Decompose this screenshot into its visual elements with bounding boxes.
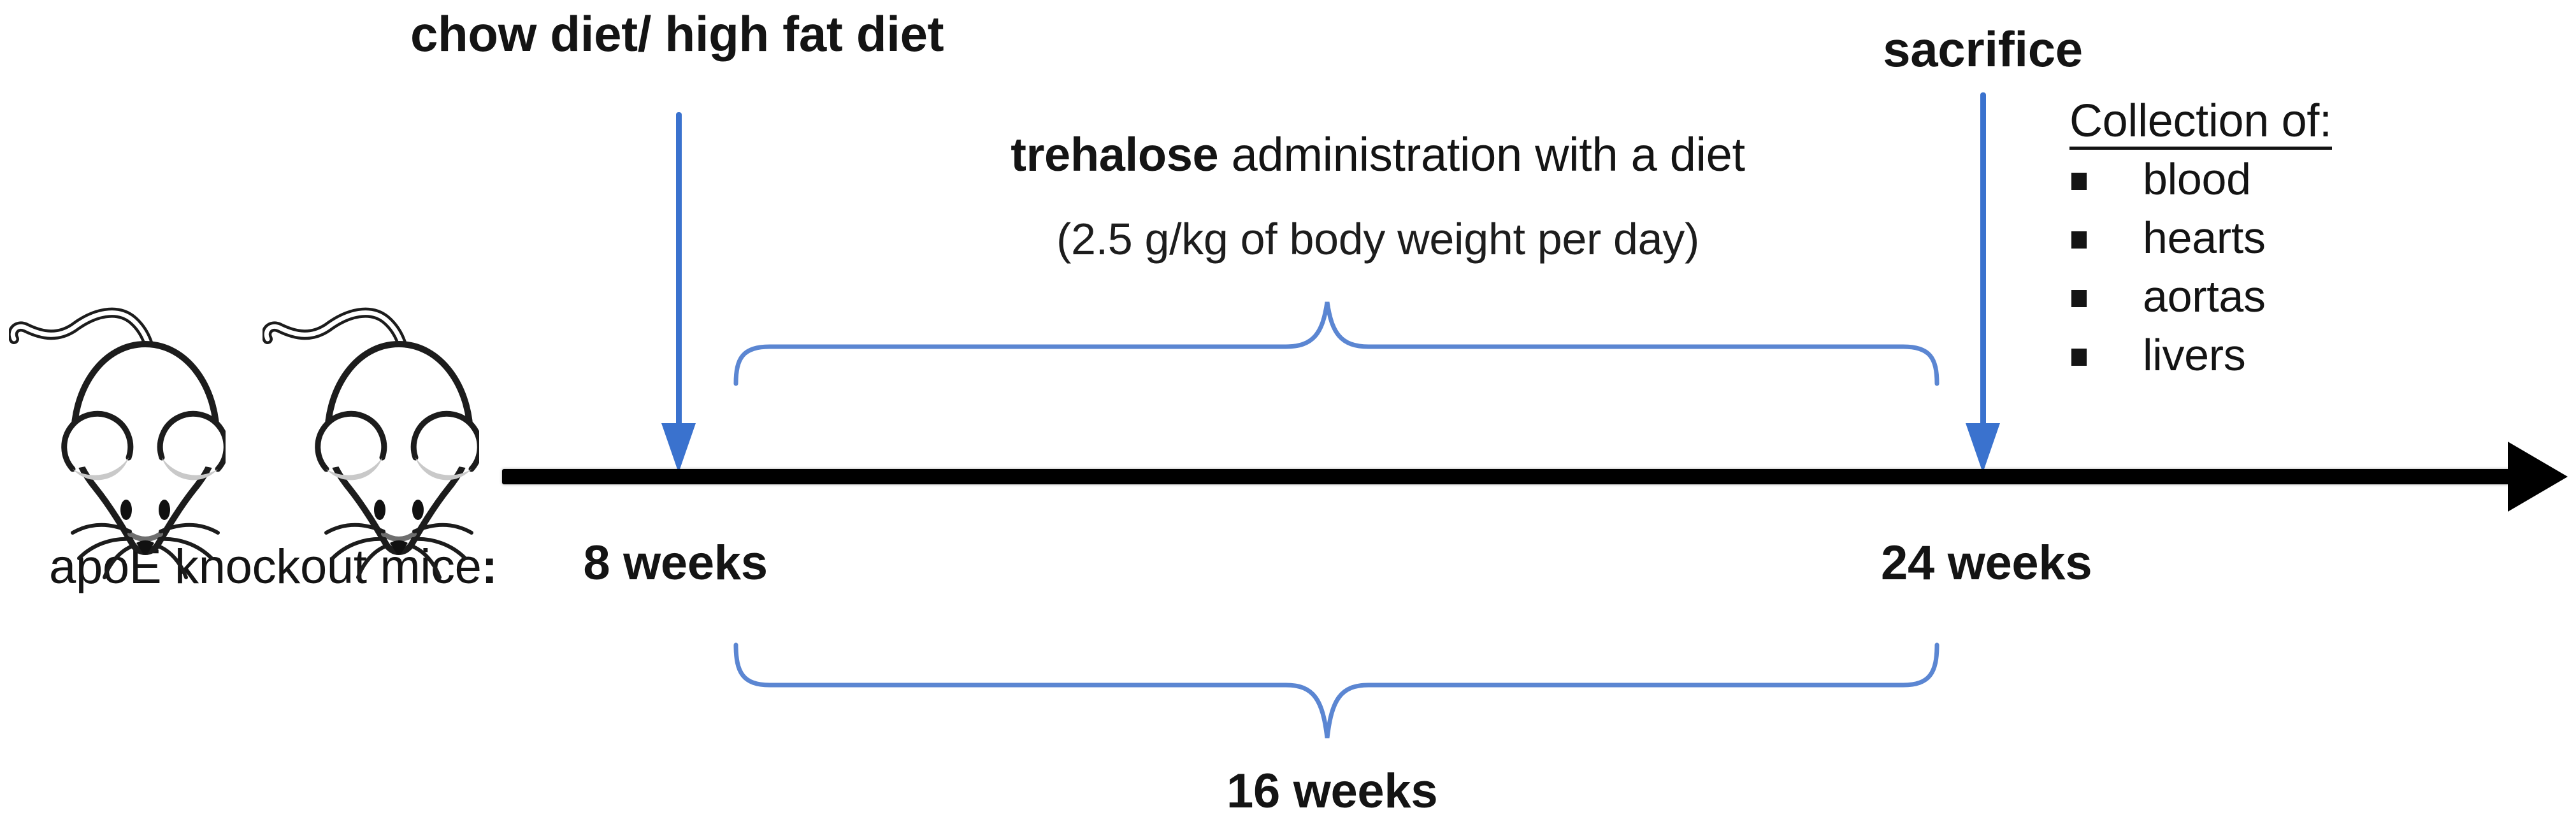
treatment-description: administration with a diet: [1218, 128, 1745, 181]
timeline-arrow-icon: [2508, 442, 2568, 512]
collection-item-label: blood: [2143, 154, 2251, 204]
collection-title: Collection of:: [2069, 98, 2332, 150]
square-bullet-icon: [2071, 231, 2087, 249]
mouse-icon: [9, 307, 226, 579]
treatment-label: trehalose administration with a diet: [943, 131, 1813, 178]
subjects-colon: :: [481, 540, 498, 594]
treatment-drug-name: trehalose: [1011, 128, 1219, 181]
treatment-dose-label: (2.5 g/kg of body weight per day): [1056, 214, 1699, 264]
down-arrow-icon: [1966, 423, 2000, 473]
mouse-icon: [263, 307, 479, 579]
list-item: blood: [2071, 157, 2251, 201]
timeline-end-label: 24 weeks: [1881, 536, 2092, 590]
sacrifice-arrow: [1980, 92, 1986, 426]
list-item: aortas: [2071, 274, 2266, 319]
duration-brace-icon: [733, 642, 1939, 739]
treatment-brace-icon: [733, 301, 1939, 386]
square-bullet-icon: [2071, 290, 2087, 307]
list-item: livers: [2071, 330, 2246, 380]
list-item: hearts: [2071, 215, 2266, 260]
timeline-start-label: 8 weeks: [583, 536, 768, 590]
square-bullet-icon: [2071, 173, 2087, 190]
timeline-axis: [502, 469, 2510, 484]
sacrifice-event-label: sacrifice: [1883, 21, 2083, 77]
collection-item-label: aortas: [2143, 271, 2266, 321]
square-bullet-icon: [2071, 349, 2087, 366]
duration-label: 16 weeks: [1227, 764, 1438, 818]
diet-start-arrow: [676, 112, 682, 426]
collection-item-label: hearts: [2143, 213, 2266, 263]
collection-item-label: livers: [2143, 330, 2246, 380]
diet-event-label: chow diet/ high fat diet: [410, 6, 944, 62]
down-arrow-icon: [661, 423, 696, 473]
